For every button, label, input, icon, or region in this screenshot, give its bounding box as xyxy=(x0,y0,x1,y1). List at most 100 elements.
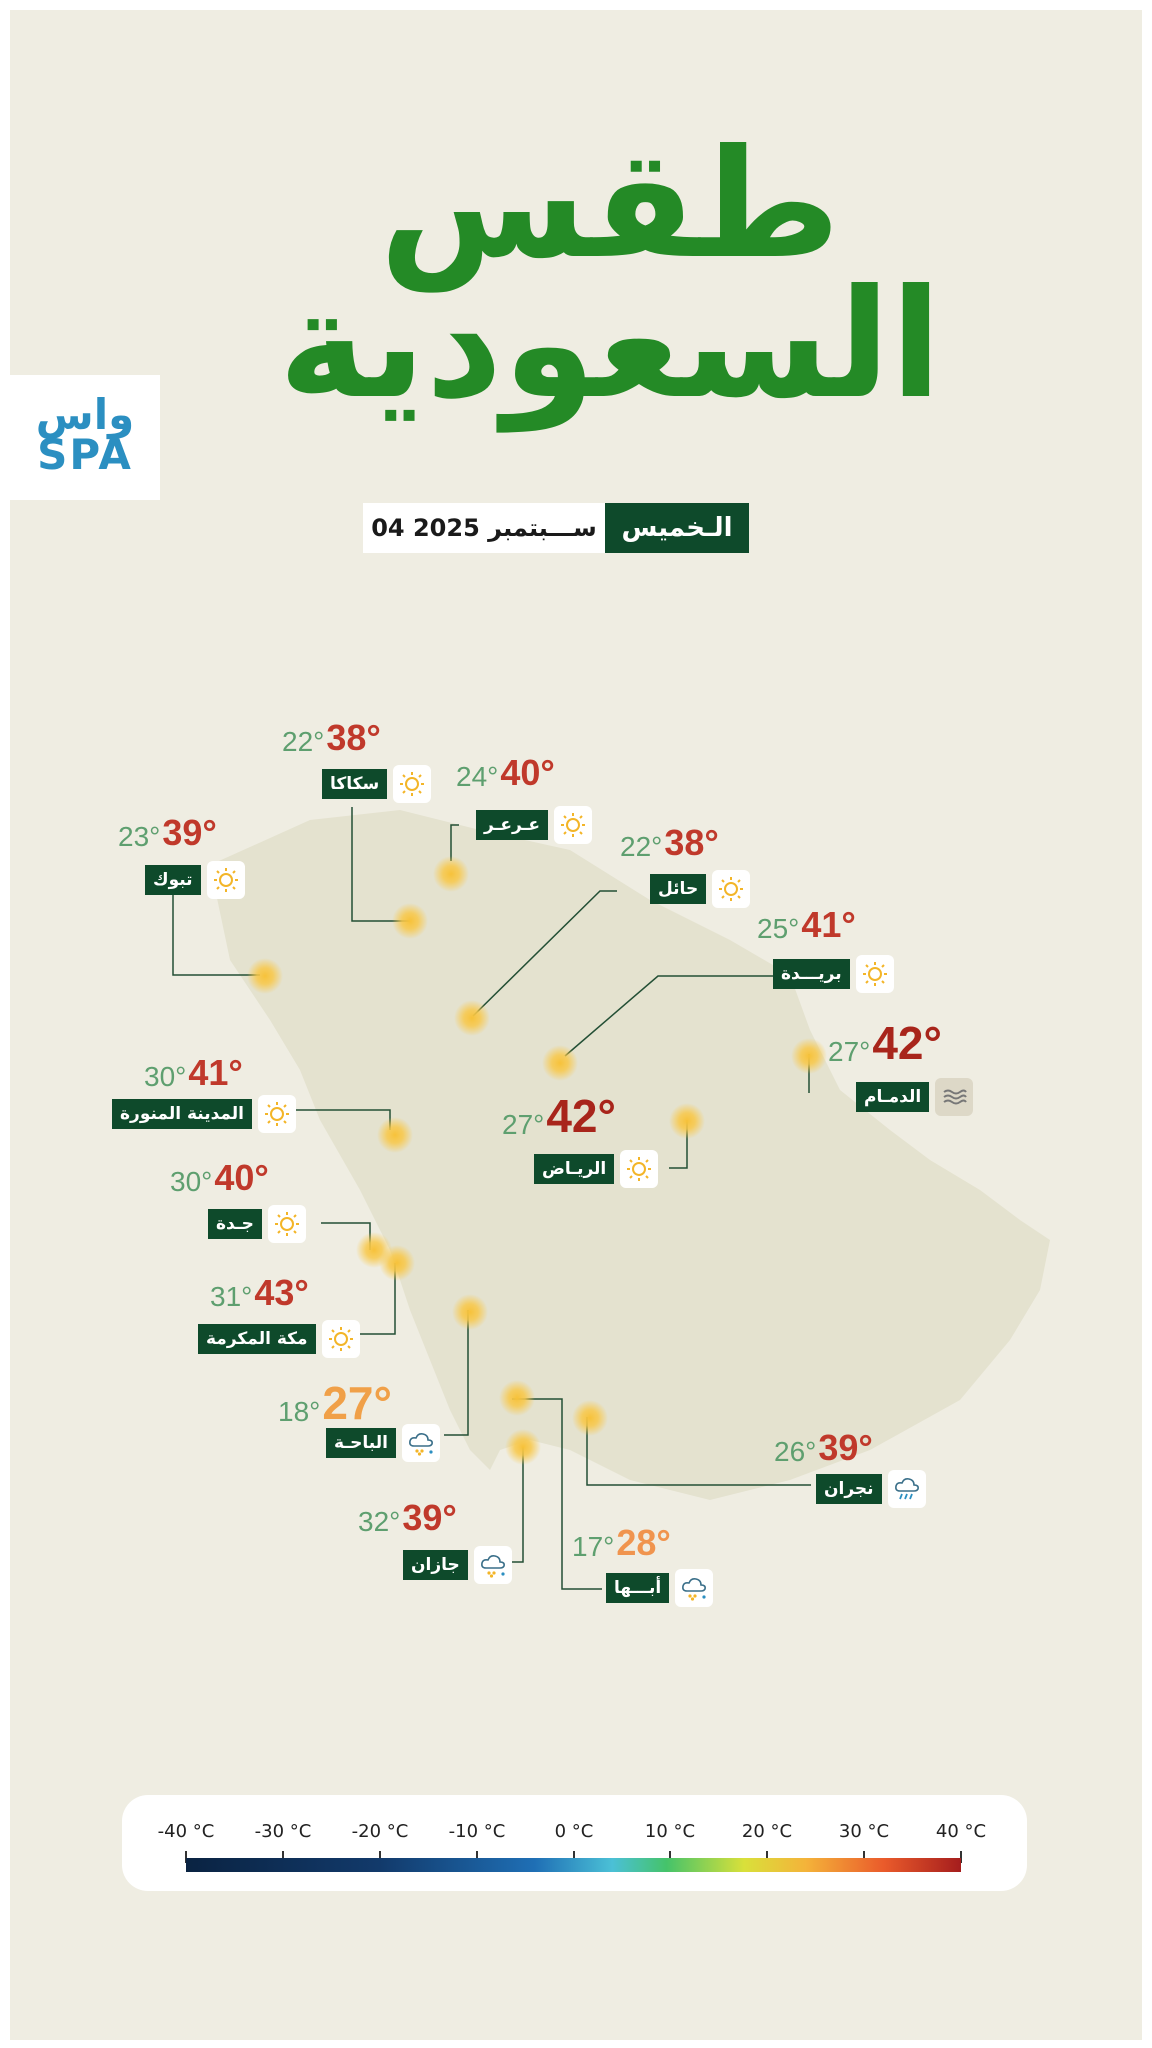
min-temp: 30° xyxy=(144,1061,187,1092)
max-temp: 43° xyxy=(254,1272,309,1313)
tick-mark xyxy=(282,1851,284,1863)
temps-baha: 18° 27° xyxy=(278,1380,392,1426)
tick-label: 30 °C xyxy=(838,1821,890,1842)
marker-hail xyxy=(454,1000,490,1036)
min-temp: 27° xyxy=(502,1109,545,1140)
temps-arar: 24° 40° xyxy=(456,755,555,791)
tick-mark xyxy=(379,1851,381,1863)
label-tabuk: تبوك xyxy=(145,861,245,899)
day-text: الـخميس xyxy=(605,503,749,553)
max-temp: 39° xyxy=(402,1497,457,1538)
max-temp: 42° xyxy=(546,1090,616,1142)
temps-jeddah: 30° 40° xyxy=(170,1160,269,1196)
max-temp: 38° xyxy=(664,822,719,863)
page-background: طقس السعودية واس SPA 04 ســـبتمبر 2025 ا… xyxy=(10,10,1142,2040)
city-name: بريـــدة xyxy=(773,959,850,989)
marker-dammam xyxy=(791,1038,827,1074)
label-hail: حائل xyxy=(650,870,751,908)
spa-logo: واس SPA xyxy=(10,375,160,500)
min-temp: 23° xyxy=(118,821,161,852)
sun-icon xyxy=(712,870,751,908)
city-name: حائل xyxy=(650,874,707,904)
min-temp: 22° xyxy=(620,831,663,862)
min-temp: 24° xyxy=(456,761,499,792)
saudi-map xyxy=(172,807,1050,1590)
city-name: المدينة المنورة xyxy=(112,1099,253,1129)
logo-mark: واس SPA xyxy=(24,394,146,479)
city-name: جازان xyxy=(403,1550,468,1580)
label-najran: نجران xyxy=(816,1470,926,1508)
temperature-scale: -40 °C -30 °C -20 °C -10 °C 0 °C 10 °C 2… xyxy=(122,1795,1027,1891)
min-temp: 18° xyxy=(278,1396,321,1427)
cloud-rain-icon xyxy=(401,1424,440,1462)
max-temp: 42° xyxy=(872,1017,942,1069)
page-title: طقس السعودية xyxy=(200,130,1020,420)
sun-icon xyxy=(258,1095,297,1133)
min-temp: 31° xyxy=(210,1281,253,1312)
temps-najran: 26° 39° xyxy=(774,1430,873,1466)
label-makkah: مكة المكرمة xyxy=(198,1320,360,1358)
label-madinah: المدينة المنورة xyxy=(112,1095,297,1133)
city-name: تبوك xyxy=(145,865,201,895)
min-temp: 26° xyxy=(774,1436,817,1467)
min-temp: 32° xyxy=(358,1506,401,1537)
marker-baha xyxy=(452,1294,488,1330)
temps-riyadh: 27° 42° xyxy=(502,1093,616,1139)
max-temp: 28° xyxy=(616,1522,671,1563)
tick-label: 0 °C xyxy=(554,1821,594,1842)
temps-sakaka: 22° 38° xyxy=(282,720,381,756)
tick-mark xyxy=(669,1851,671,1863)
label-baha: الباحـة xyxy=(326,1424,440,1462)
tick-mark xyxy=(573,1851,575,1863)
tick-label: 20 °C xyxy=(741,1821,793,1842)
label-dammam: الدمـام xyxy=(856,1078,974,1116)
haze-icon xyxy=(935,1078,974,1116)
marker-najran xyxy=(572,1400,608,1436)
temps-dammam: 27° 42° xyxy=(828,1020,942,1066)
temps-jazan: 32° 39° xyxy=(358,1500,457,1536)
label-riyadh: الريـاض xyxy=(534,1150,659,1188)
sun-icon xyxy=(554,806,592,844)
sun-icon xyxy=(620,1150,659,1188)
temps-hail: 22° 38° xyxy=(620,825,719,861)
color-gradient-bar xyxy=(186,1858,961,1872)
min-temp: 27° xyxy=(828,1036,871,1067)
max-temp: 27° xyxy=(322,1377,392,1429)
title-line-2: السعودية xyxy=(278,258,942,432)
city-name: سكاكا xyxy=(322,769,388,799)
tick-mark xyxy=(476,1851,478,1863)
temps-abha: 17° 28° xyxy=(572,1525,671,1561)
city-name: أبـــها xyxy=(606,1573,670,1603)
logo-line-2: SPA xyxy=(37,430,133,479)
max-temp: 41° xyxy=(801,904,856,945)
title-line-1: طقس xyxy=(379,118,841,292)
min-temp: 25° xyxy=(757,913,800,944)
max-temp: 41° xyxy=(188,1052,243,1093)
thunder-cloud-icon xyxy=(887,1470,926,1508)
temps-tabuk: 23° 39° xyxy=(118,815,217,851)
marker-riyadh xyxy=(669,1103,705,1139)
tick-mark xyxy=(185,1851,187,1863)
marker-makkah xyxy=(379,1245,415,1281)
city-name: الريـاض xyxy=(534,1154,615,1184)
date-text: 04 ســـبتمبر 2025 xyxy=(363,503,605,553)
marker-buraydah xyxy=(542,1045,578,1081)
label-arar: عـرعـر xyxy=(476,806,592,844)
sun-icon xyxy=(393,765,432,803)
tick-mark xyxy=(960,1851,962,1863)
tick-label: 10 °C xyxy=(644,1821,696,1842)
city-name: مكة المكرمة xyxy=(198,1324,316,1354)
marker-abha xyxy=(499,1380,535,1416)
label-abha: أبـــها xyxy=(606,1569,714,1607)
sun-icon xyxy=(267,1205,306,1243)
tick-label: 40 °C xyxy=(935,1821,987,1842)
city-name: الباحـة xyxy=(326,1428,396,1458)
temps-makkah: 31° 43° xyxy=(210,1275,309,1311)
tick-label: -10 °C xyxy=(448,1821,506,1842)
min-temp: 22° xyxy=(282,726,325,757)
tick-label: -40 °C xyxy=(157,1821,215,1842)
city-markers xyxy=(247,856,827,1465)
min-temp: 17° xyxy=(572,1531,615,1562)
min-temp: 30° xyxy=(170,1166,213,1197)
temps-buraydah: 25° 41° xyxy=(757,907,856,943)
